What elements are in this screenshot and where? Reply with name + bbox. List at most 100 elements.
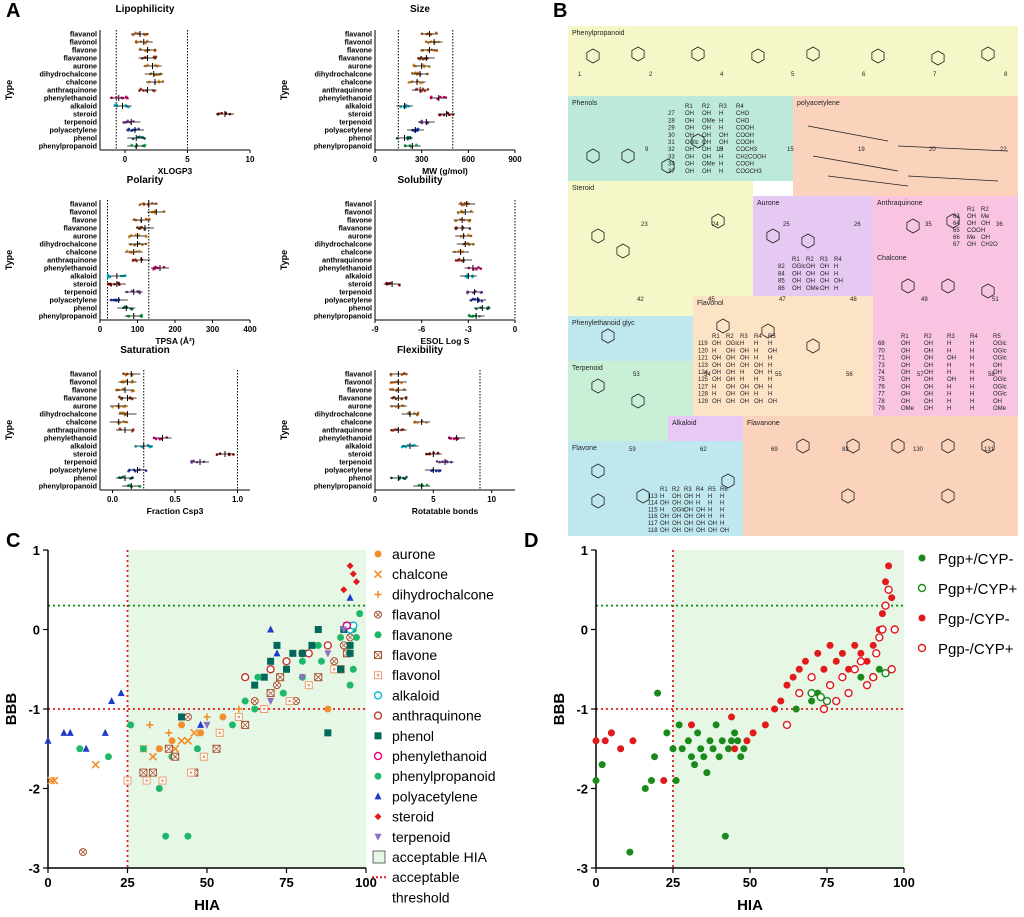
table-cell: OH bbox=[685, 154, 694, 160]
table-cell: OH bbox=[702, 111, 711, 117]
data-point bbox=[374, 792, 382, 800]
data-point bbox=[138, 249, 141, 253]
table-cell: OH bbox=[901, 363, 910, 369]
compound-number: 23 bbox=[641, 222, 648, 228]
data-point bbox=[373, 570, 383, 579]
data-point bbox=[917, 583, 927, 593]
category-label: anthraquinone bbox=[322, 86, 372, 95]
table-cell: OH bbox=[702, 154, 711, 160]
benzene-ring bbox=[761, 323, 775, 339]
data-point bbox=[881, 669, 890, 678]
data-point bbox=[728, 737, 736, 745]
benzene-ring bbox=[636, 488, 650, 504]
data-point bbox=[109, 283, 113, 287]
table-header: R5 bbox=[993, 334, 1001, 340]
table-cell: H bbox=[720, 501, 724, 507]
y-tick-label: 1 bbox=[581, 543, 588, 558]
category-label: dihydrochalcone bbox=[39, 70, 97, 79]
data-point bbox=[687, 753, 695, 761]
benzene-ring bbox=[941, 278, 955, 294]
panel-letter-b: B bbox=[553, 0, 568, 22]
table-header: R5 bbox=[768, 334, 776, 340]
data-point bbox=[283, 665, 290, 673]
category-label: flavonol bbox=[344, 378, 372, 387]
benzene-ring bbox=[981, 438, 995, 454]
data-point bbox=[346, 641, 354, 649]
data-point bbox=[373, 711, 383, 720]
x-tick-label: 75 bbox=[820, 875, 834, 890]
data-point bbox=[465, 275, 469, 279]
x-tick-label: -3 bbox=[465, 325, 473, 334]
benzene-ring bbox=[941, 488, 955, 504]
table-cell: OH bbox=[726, 363, 735, 369]
benzene-ring bbox=[721, 473, 735, 489]
table-header: R2 bbox=[981, 207, 989, 213]
data-point bbox=[267, 657, 275, 665]
table-cell: 127 bbox=[698, 384, 709, 390]
table-cell: H bbox=[660, 507, 664, 513]
table-cell: OH bbox=[740, 392, 749, 398]
table-cell: OH bbox=[924, 377, 933, 383]
table-cell: OGlc bbox=[792, 264, 806, 270]
category-label: flavanol bbox=[345, 200, 372, 209]
data-point bbox=[826, 641, 834, 649]
table-cell: OH bbox=[712, 341, 721, 347]
category-label: polyacetylene bbox=[49, 296, 97, 305]
data-point-detail bbox=[376, 674, 380, 677]
data-point-detail bbox=[161, 779, 164, 782]
data-point-detail bbox=[189, 771, 193, 774]
table-header: R2 bbox=[702, 104, 710, 110]
table-cell: H bbox=[720, 521, 724, 527]
category-label: flavone bbox=[72, 386, 97, 395]
table-cell: OH bbox=[901, 392, 910, 398]
data-point bbox=[684, 737, 692, 745]
legend-label: flavone bbox=[392, 647, 437, 663]
table-cell: H bbox=[768, 363, 772, 369]
table-cell: H bbox=[719, 111, 723, 117]
data-point bbox=[423, 57, 427, 60]
data-point bbox=[171, 744, 180, 753]
data-point bbox=[415, 143, 418, 147]
x-axis-title: TPSA (Å²) bbox=[155, 336, 195, 346]
y-axis-title: BBB bbox=[551, 693, 568, 726]
table-cell: CH2O bbox=[981, 242, 998, 248]
data-point bbox=[888, 594, 896, 602]
data-point bbox=[918, 554, 926, 562]
table-cell: H bbox=[740, 370, 744, 376]
table-cell: OH bbox=[712, 356, 721, 362]
table-cell: OH bbox=[924, 370, 933, 376]
data-point bbox=[349, 570, 357, 578]
data-point bbox=[459, 201, 463, 205]
x-tick-label: 25 bbox=[666, 875, 680, 890]
table-cell: OH bbox=[672, 494, 681, 500]
table-cell: 31 bbox=[668, 140, 675, 146]
data-point bbox=[374, 813, 382, 821]
benzene-ring bbox=[616, 243, 630, 259]
data-point bbox=[374, 550, 382, 558]
data-point bbox=[851, 641, 859, 649]
data-point bbox=[289, 649, 297, 657]
data-point bbox=[869, 641, 877, 649]
compound-number: 26 bbox=[854, 222, 861, 228]
table-cell: H bbox=[834, 264, 838, 270]
series-pgp-cyp- bbox=[782, 585, 899, 730]
series-anthraquinone bbox=[240, 641, 333, 682]
polyacetylene-chain bbox=[907, 175, 999, 182]
data-point bbox=[193, 745, 201, 753]
series-phenylpropanoid bbox=[76, 610, 364, 840]
data-point bbox=[845, 665, 853, 673]
data-point bbox=[130, 289, 134, 293]
legend-label: Pgp-/CYP+ bbox=[938, 641, 1014, 658]
data-point bbox=[130, 143, 134, 147]
table-cell: OGlc bbox=[993, 356, 1007, 362]
data-point bbox=[50, 776, 59, 785]
x-axis-title: Fraction Csp3 bbox=[147, 506, 204, 516]
data-point bbox=[190, 461, 193, 464]
data-point-detail bbox=[218, 731, 221, 735]
data-point bbox=[298, 657, 306, 665]
compound-number: 19 bbox=[858, 147, 865, 153]
data-point bbox=[308, 641, 316, 649]
panel-d-scatter-by-pgp-cyp: 0 25 50 75 100 -3 -2 -1 0 1 HIA BBB Pgp+/CYP- Pgp+/CY… bbox=[520, 530, 1024, 914]
